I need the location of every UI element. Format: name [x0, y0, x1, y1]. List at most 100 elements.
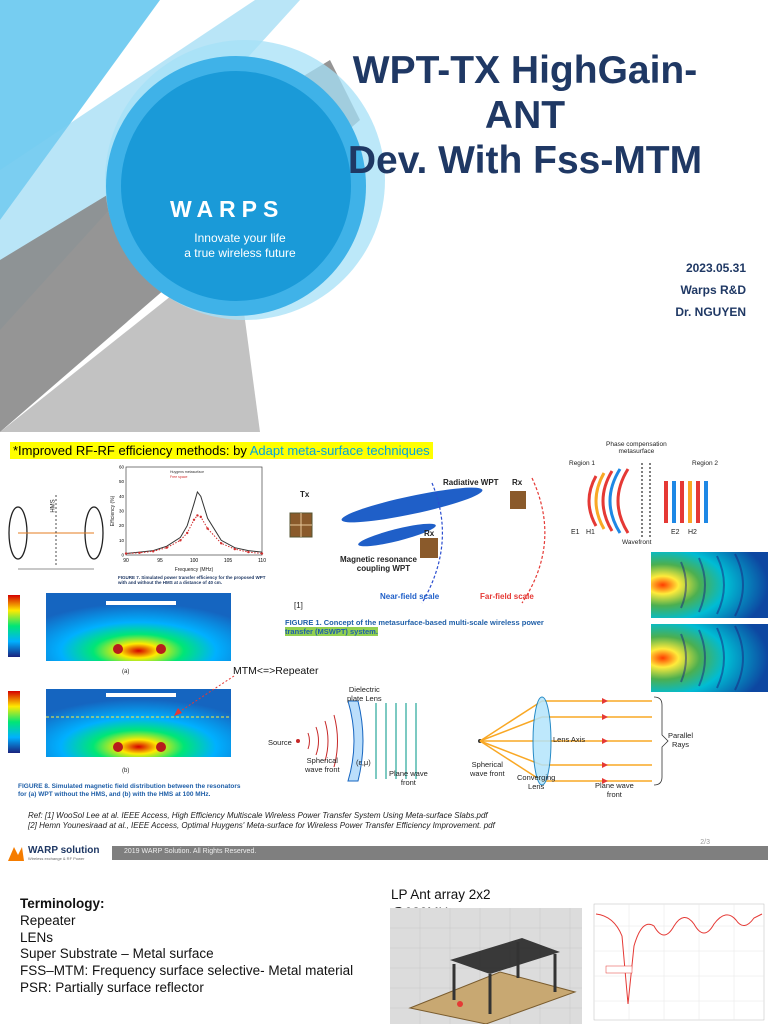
- data-point-free-space: [206, 527, 209, 530]
- chart-ylabel: Efficiency (%): [110, 495, 116, 526]
- phase-title: Phase compensation metasurface: [606, 441, 667, 455]
- y-tick-label: 0: [121, 553, 124, 558]
- terminology-heading: Terminology:: [20, 896, 105, 911]
- y-tick-label: 20: [119, 523, 125, 528]
- radiative-wpt-label: Radiative WPT: [443, 478, 499, 487]
- spherical2-line-1: Spherical: [471, 760, 503, 769]
- rx-label-far: Rx: [512, 478, 523, 487]
- e2-label: E2: [671, 529, 680, 536]
- footer-brand: WARP solution: [28, 845, 100, 856]
- fig8-caption-line-2: for (a) WPT without the HMS, and (b) wit…: [18, 791, 211, 798]
- s11-plot: [593, 903, 765, 1021]
- near-field-label: Near-field scale: [380, 592, 440, 601]
- h1-label: H1: [586, 529, 595, 536]
- region-1-label: Region 1: [569, 460, 596, 467]
- data-point-free-space: [165, 546, 168, 549]
- dielectric-lens-diagram: [296, 700, 417, 782]
- logo-tagline: Innovate your life a true wireless futur…: [170, 231, 310, 261]
- fig1-caption-line-2: transfer (MSWPT) system.: [285, 627, 378, 636]
- heading-highlight: Adapt meta-surface techniques: [249, 443, 430, 458]
- title-line-2: ANT: [484, 94, 566, 137]
- x-tick-label: 110: [258, 558, 266, 564]
- fig1-caption: FIGURE 1. Concept of the metasurface-bas…: [285, 618, 544, 636]
- coil-diagram: [8, 495, 104, 570]
- fig8-caption-line-1: FIGURE 8. Simulated magnetic field distr…: [18, 783, 241, 790]
- data-point-free-space: [152, 550, 155, 553]
- spherical-line-1: Spherical: [306, 756, 338, 765]
- term-item: FSS–MTM: Frequency surface selective- Me…: [20, 963, 354, 979]
- term-item: Super Substrate – Metal surface: [20, 946, 214, 962]
- converging-lens-diagram: [478, 696, 669, 786]
- plane-line-1: Plane wave: [389, 769, 428, 778]
- subfig-b-label: (b): [122, 768, 130, 774]
- term-item: PSR: Partially surface reflector: [20, 979, 204, 995]
- dielectric-line-2: plate Lens: [347, 694, 382, 703]
- lens-axis-label: Lens Axis: [553, 735, 586, 744]
- tx-label: Tx: [300, 490, 310, 499]
- fig7-caption: FIGURE 7. Simulated power transfer effic…: [118, 575, 266, 585]
- data-point-free-space: [124, 552, 128, 555]
- region-2-label: Region 2: [692, 460, 719, 467]
- chart-plot-area: [125, 466, 263, 556]
- warps-logo: WARPS Innovate your life a true wireless…: [170, 196, 320, 261]
- slide-background: [0, 0, 385, 432]
- page-number: 2/3: [700, 839, 710, 846]
- series-line-free-space: [125, 514, 263, 554]
- data-point-free-space: [138, 551, 141, 554]
- presentation-date: 2023.05.31: [685, 261, 746, 275]
- title-line-1: WPT-TX HighGain-: [352, 49, 698, 92]
- data-point-free-space: [196, 514, 199, 517]
- parallel-line-1: Parallel: [668, 731, 694, 740]
- data-point-free-space: [199, 515, 202, 519]
- slide-title: WPT-TX HighGain- ANT Dev. With Fss-MTM: [305, 48, 745, 183]
- ref-1-marker: [1]: [294, 601, 303, 610]
- subfig-a-label: (a): [122, 669, 130, 675]
- presenter-name: Dr. NGUYEN: [675, 305, 746, 319]
- references: Ref: [1] WooSol Lee at al. IEEE Access, …: [28, 811, 495, 831]
- series-line-huygens: [125, 490, 263, 554]
- magnetic-resonance-label: Magnetic resonance coupling WPT: [340, 555, 417, 573]
- footer-bar: [112, 846, 768, 860]
- phase-title-line-2: metasurface: [618, 448, 655, 455]
- source-label: Source: [268, 738, 292, 747]
- efficiency-chart: 90 95 100 105 110 0 10 20 30 40 50 60 Frequency (MH…: [110, 465, 266, 574]
- mtm-arrow: [174, 675, 235, 716]
- hms-label: HMS: [50, 499, 57, 513]
- phase-compensation-diagram: [587, 463, 708, 539]
- slide-heading: *Improved RF-RF efficiency methods: by A…: [10, 442, 433, 459]
- converging-lens-label: Converging Lens: [517, 773, 555, 791]
- lp-line-1: LP Ant array 2x2: [391, 887, 491, 902]
- rx-label-near: Rx: [424, 529, 435, 538]
- term-item: LENs: [20, 929, 54, 945]
- chart-xlabel: Frequency (MHz): [175, 567, 214, 573]
- logo-tagline-line-2: a true wireless future: [184, 246, 296, 260]
- converging-line-2: Lens: [528, 782, 545, 791]
- magnetic-line-2: coupling WPT: [356, 564, 411, 573]
- e1-label: E1: [571, 529, 580, 536]
- x-tick-label: 95: [157, 558, 163, 564]
- presenter-org: Warps R&D: [680, 283, 746, 297]
- antenna-array-render: [390, 908, 582, 1024]
- x-tick-label: 90: [123, 558, 129, 564]
- data-point-free-space: [192, 518, 196, 521]
- dielectric-line-1: Dielectric: [348, 685, 380, 694]
- magnetic-line-1: Magnetic resonance: [340, 555, 417, 564]
- term-item: Repeater: [20, 912, 76, 928]
- logo-tagline-line-1: Innovate your life: [194, 231, 286, 245]
- logo-wordmark: WARPS: [170, 196, 285, 222]
- data-point-free-space: [260, 552, 264, 555]
- x-tick-label: 100: [190, 558, 199, 564]
- footer-logo: WARP solution Wireless exchange & RF Pow…: [6, 844, 106, 864]
- magnetic-field-simulation: [8, 593, 231, 757]
- slide-footer: WARP solution Wireless exchange & RF Pow…: [0, 839, 768, 865]
- methods-slide: *Improved RF-RF efficiency methods: by A…: [0, 433, 768, 865]
- field-simulation-panels: [651, 552, 768, 692]
- plane2-line-2: front: [606, 790, 622, 799]
- data-point-free-space: [233, 547, 236, 551]
- data-point-free-space: [220, 542, 223, 545]
- plane-wave-label-2: Plane wave front: [595, 781, 634, 799]
- title-line-3: Dev. With Fss-MTM: [347, 139, 703, 182]
- legend-free-space: Free space: [170, 475, 188, 479]
- mtm-repeater-label: MTM<=>Repeater: [233, 665, 319, 677]
